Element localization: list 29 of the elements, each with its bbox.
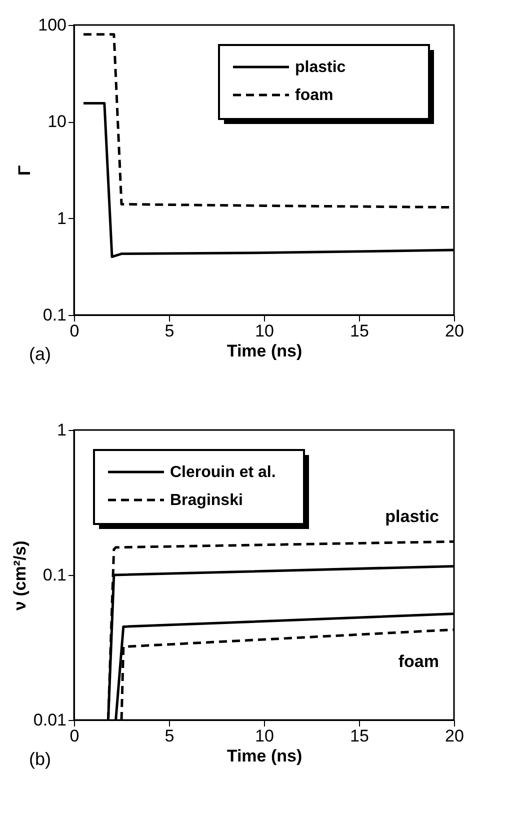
y-tick-label: 0.1: [42, 566, 66, 584]
x-tick-label: 10: [255, 726, 274, 746]
y-tick-label: 100: [38, 16, 66, 34]
x-tick-label: 5: [164, 726, 174, 746]
x-tick-label: 20: [445, 322, 464, 340]
x-tick-label: 10: [255, 322, 274, 340]
legend-label: foam: [295, 87, 334, 104]
y-tick-label: 0.1: [42, 306, 66, 324]
legend-label: plastic: [295, 59, 346, 76]
annotation: foam: [398, 652, 439, 671]
x-tick-label: 20: [445, 726, 464, 746]
text: (b): [29, 749, 51, 769]
x-tick-label: 15: [350, 726, 369, 746]
y-tick-label: 1: [57, 420, 66, 440]
x-axis-title: Time (ns): [226, 342, 302, 360]
text: (a): [29, 344, 51, 364]
x-axis-title: Time (ns): [226, 746, 302, 766]
y-axis-title: Γ: [15, 165, 34, 176]
x-tick-label: 15: [350, 322, 369, 340]
y-tick-label: 0.01: [33, 710, 66, 730]
y-axis-title: ν (cm²/s): [10, 540, 30, 610]
x-tick-label: 0: [70, 322, 80, 340]
y-tick-label: 10: [48, 112, 66, 132]
x-tick-label: 0: [70, 726, 80, 746]
legend-label: Clerouin et al.: [170, 464, 276, 481]
x-tick-label: 5: [164, 322, 174, 340]
y-tick-label: 1: [57, 208, 66, 228]
annotation: plastic: [385, 507, 439, 526]
legend-label: Braginski: [170, 492, 243, 509]
